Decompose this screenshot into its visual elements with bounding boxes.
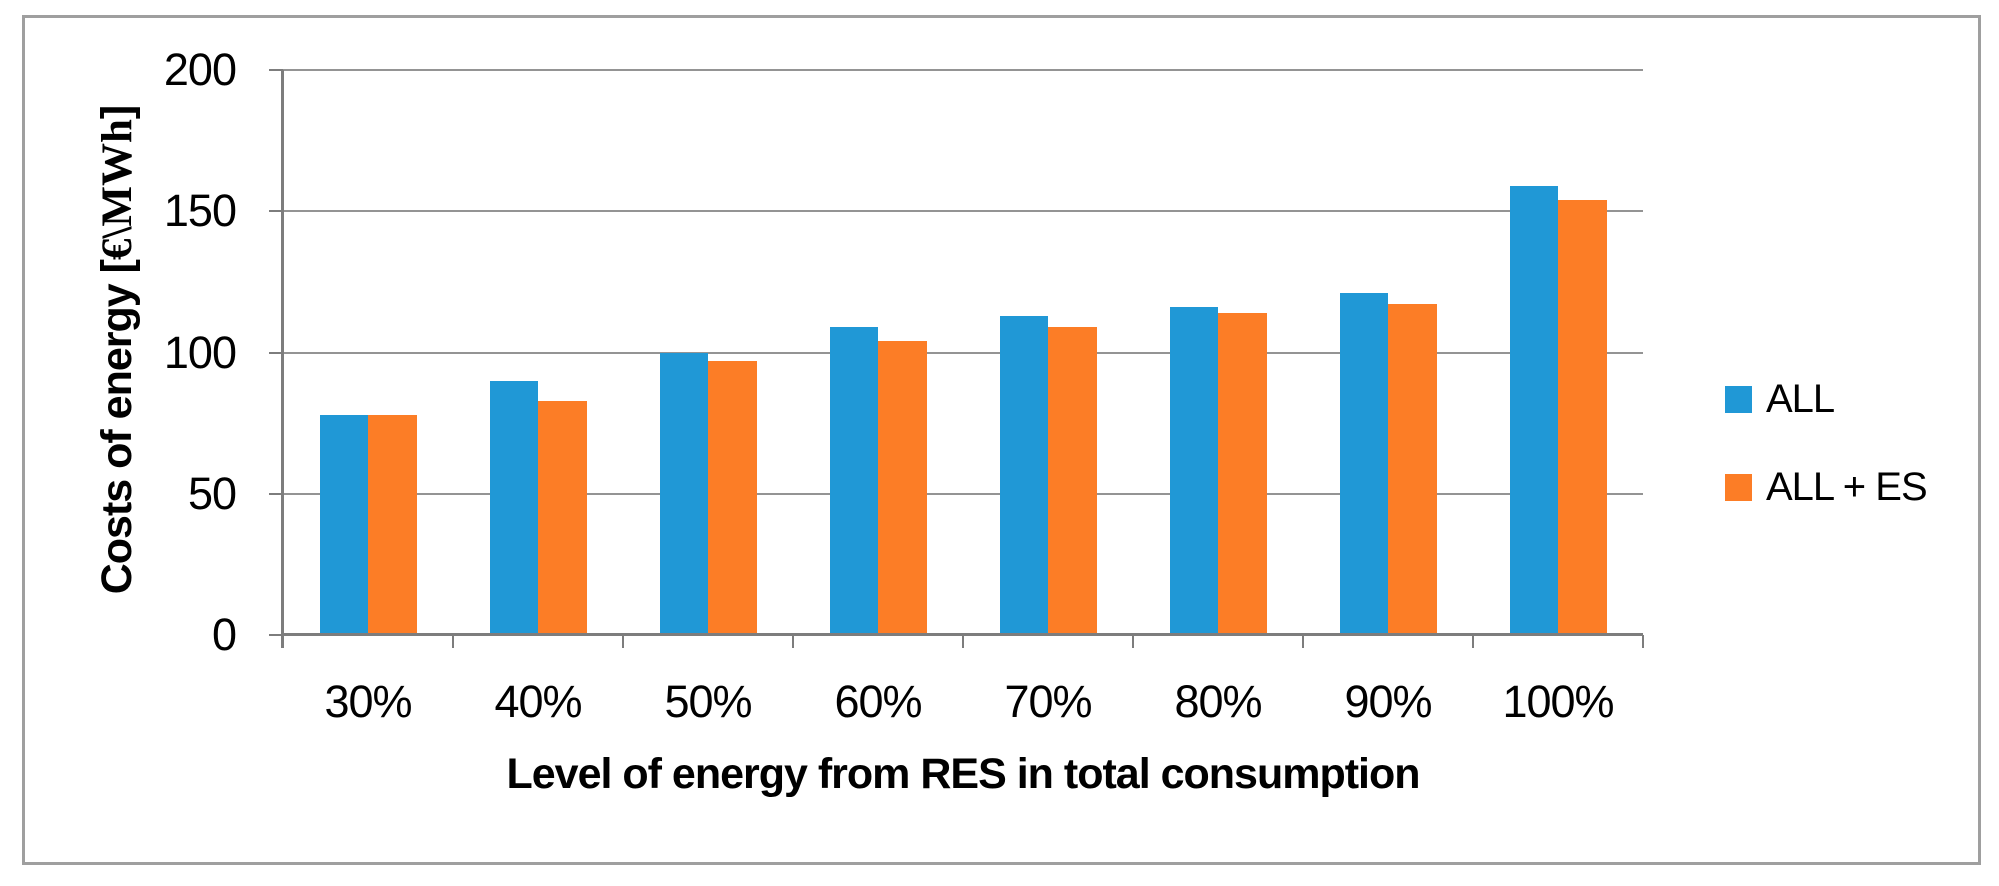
y-axis-title-bracket: ] [93,105,141,120]
bar-all-100 [1509,185,1558,635]
legend-item-all-es: ALL + ES [1725,464,1928,509]
x-tick-label-50: 50% [664,676,752,727]
bar-all-es-50 [708,360,757,635]
bar-all-es-40 [538,400,587,635]
y-tick-0 [269,634,283,636]
x-tick-1 [452,635,454,648]
x-tick-8 [1642,635,1644,648]
x-axis-line [281,633,1643,636]
x-tick-label-80: 80% [1174,676,1262,727]
bar-all-80 [1169,307,1218,635]
x-tick-label-70: 70% [1004,676,1092,727]
bar-all-es-60 [878,341,927,635]
y-tick-label-0: 0 [211,609,237,660]
bar-all-es-100 [1558,199,1607,635]
legend-swatch-all [1725,385,1752,413]
gridline-50 [283,492,1643,495]
gridline-100 [283,351,1643,354]
bar-all-es-30 [368,414,417,635]
legend-label-all: ALL [1766,376,1835,421]
bar-all-es-70 [1048,327,1097,635]
bar-all-es-90 [1388,304,1437,635]
y-tick-200 [269,69,283,71]
y-tick-label-50: 50 [187,467,237,519]
y-tick-50 [269,492,283,495]
y-tick-100 [269,351,283,354]
x-tick-5 [1132,635,1134,648]
x-tick-2 [622,635,624,648]
x-tick-6 [1302,635,1304,648]
x-tick-label-90: 90% [1344,676,1432,727]
x-axis-title: Level of energy from RES in total consum… [506,750,1420,798]
x-tick-0 [282,635,284,648]
bar-all-40 [489,380,538,635]
x-tick-label-30: 30% [324,676,412,727]
bar-all-70 [999,315,1048,635]
bar-all-60 [829,327,878,635]
gridline-150 [283,210,1643,213]
legend-swatch-all-es [1725,473,1752,501]
bar-all-30 [319,414,368,635]
bar-all-es-80 [1218,312,1267,635]
x-tick-4 [962,635,964,648]
bar-all-90 [1339,293,1388,635]
x-tick-3 [792,635,794,648]
y-tick-label-150: 150 [163,185,237,237]
y-tick-label-100: 100 [163,326,237,378]
legend-item-all: ALL [1725,376,1835,421]
y-axis-line [281,70,284,648]
legend-label-all-es: ALL + ES [1766,464,1928,509]
x-tick-label-100: 100% [1502,676,1614,727]
gridline-200 [283,69,1643,71]
y-axis-title-text: Costs of energy [ [93,260,141,595]
x-tick-7 [1472,635,1474,648]
x-tick-label-60: 60% [834,676,922,727]
x-tick-label-40: 40% [494,676,582,727]
y-tick-label-200: 200 [163,44,237,95]
y-tick-150 [269,210,283,213]
bar-all-50 [659,352,708,635]
